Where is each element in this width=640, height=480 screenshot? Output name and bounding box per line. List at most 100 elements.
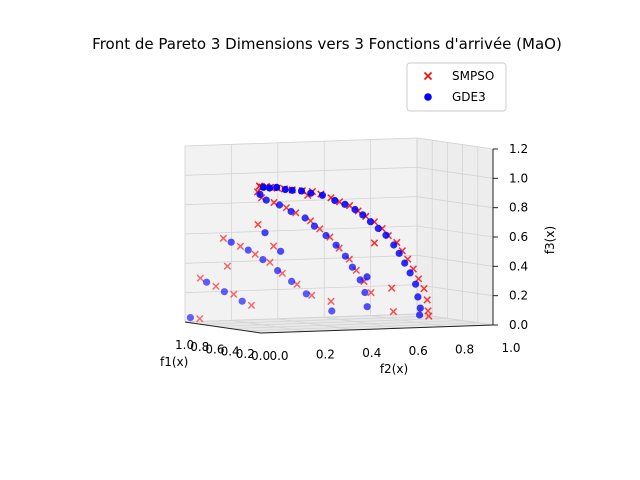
data-point-gde3 (382, 231, 390, 239)
data-point-gde3 (332, 241, 340, 249)
grid-line-z (184, 166, 418, 176)
data-point-smpso (389, 307, 398, 316)
y-tick-label: 1.0 (501, 341, 520, 355)
data-point-smpso (254, 220, 262, 229)
data-point-gde3 (274, 267, 282, 275)
data-point-gde3 (416, 304, 424, 312)
data-point-gde3 (273, 183, 281, 191)
grid-line-z (416, 225, 494, 238)
data-point-gde3 (220, 288, 228, 296)
data-point-gde3 (390, 241, 398, 249)
data-point-gde3 (288, 186, 296, 194)
grid-line-z (416, 166, 494, 179)
data-point-gde3 (359, 211, 367, 219)
data-point-gde3 (322, 231, 330, 240)
z-tick-label: 0.2 (509, 289, 528, 303)
data-point-gde3 (186, 314, 194, 322)
legend-marker-smpso (423, 71, 433, 81)
data-point-gde3 (244, 246, 252, 254)
data-point-gde3 (287, 207, 295, 216)
grid-line-x (245, 322, 478, 332)
grid-line-z (416, 137, 494, 150)
grid-line-z (184, 137, 418, 147)
data-point-gde3 (277, 247, 285, 255)
grid-line-x (230, 320, 463, 329)
y-tick-label: 0.2 (316, 347, 335, 361)
y-tick-label: 0.8 (455, 343, 474, 357)
data-point-gde3 (341, 252, 349, 260)
grid-line-z (416, 284, 494, 297)
data-point-smpso (223, 262, 232, 270)
data-point-gde3 (348, 263, 356, 271)
data-point-gde3 (297, 187, 306, 195)
data-point-smpso (423, 296, 431, 304)
data-point-gde3 (414, 293, 422, 301)
data-point-gde3 (261, 229, 269, 237)
tick-labels: 0.00.20.40.60.81.00.0 0.2 0.4 0.6 0.8 1.00.00… (175, 142, 528, 363)
data-point-smpso (251, 250, 259, 259)
grid-line-y (231, 320, 308, 332)
data-point-gde3 (374, 224, 382, 232)
z-tick-label: 0.6 (509, 230, 528, 244)
data-point-gde3 (406, 269, 414, 277)
data-point-gde3 (356, 276, 364, 284)
x-tick-label: 1.0 (175, 338, 194, 352)
x-tick-label: 0.8 (190, 340, 209, 354)
data-point-smpso (266, 258, 274, 267)
z-axis-label: f3(x) (543, 226, 557, 254)
legend-box (406, 62, 507, 112)
y-axis-label: f2(x) (380, 362, 408, 376)
data-point-gde3 (307, 189, 315, 197)
data-point-gde3 (259, 256, 267, 264)
data-point-smpso (327, 297, 335, 306)
data-point-gde3 (328, 307, 336, 315)
data-point-gde3 (401, 259, 409, 267)
data-point-gde3 (363, 273, 371, 281)
x-tick-label: 0.4 (221, 345, 240, 359)
grid-line-x (215, 318, 448, 327)
data-point-gde3 (412, 280, 420, 288)
data-point-gde3 (341, 200, 349, 208)
data-point-gde3 (288, 277, 296, 285)
data-points (186, 182, 433, 323)
legend-label-gde3: GDE3 (452, 90, 486, 104)
data-point-gde3 (395, 249, 403, 257)
x-tick-label: 0.2 (236, 347, 255, 361)
data-point-gde3 (238, 297, 246, 305)
data-point-gde3 (363, 303, 371, 311)
data-point-smpso (219, 234, 228, 243)
data-point-smpso (420, 284, 428, 293)
data-point-gde3 (318, 191, 326, 199)
data-point-gde3 (203, 278, 211, 286)
grid-line-y (277, 318, 354, 331)
z-tick-label: 1.2 (509, 142, 528, 156)
z-tick-label: 0.8 (509, 201, 528, 215)
legend: SMPSO GDE3 (406, 62, 507, 112)
data-point-smpso (387, 284, 396, 292)
y-axis-line (260, 324, 494, 334)
data-point-gde3 (281, 185, 289, 194)
data-point-gde3 (366, 218, 375, 226)
series-gde3 (186, 183, 424, 322)
data-point-gde3 (256, 190, 264, 198)
data-point-gde3 (227, 238, 235, 246)
z-tick-label: 0.4 (509, 259, 528, 273)
grid-line-z (184, 196, 418, 206)
data-point-gde3 (331, 196, 339, 205)
data-point-smpso (195, 314, 204, 323)
z-tick-label: 0.0 (509, 318, 528, 332)
grid-line-y (370, 315, 447, 327)
x-tick-label: 0.0 (251, 349, 270, 363)
data-point-smpso (212, 282, 220, 291)
data-point-gde3 (310, 222, 318, 230)
data-point-gde3 (275, 201, 284, 209)
data-point-smpso (269, 242, 278, 250)
grid-line-z (416, 254, 494, 267)
x-axis-line (184, 321, 262, 334)
data-point-smpso (367, 288, 375, 297)
data-point-smpso (425, 312, 433, 320)
x-tick-label: 0.6 (205, 342, 224, 356)
data-point-smpso (370, 239, 379, 247)
grid-line-z (416, 196, 494, 209)
